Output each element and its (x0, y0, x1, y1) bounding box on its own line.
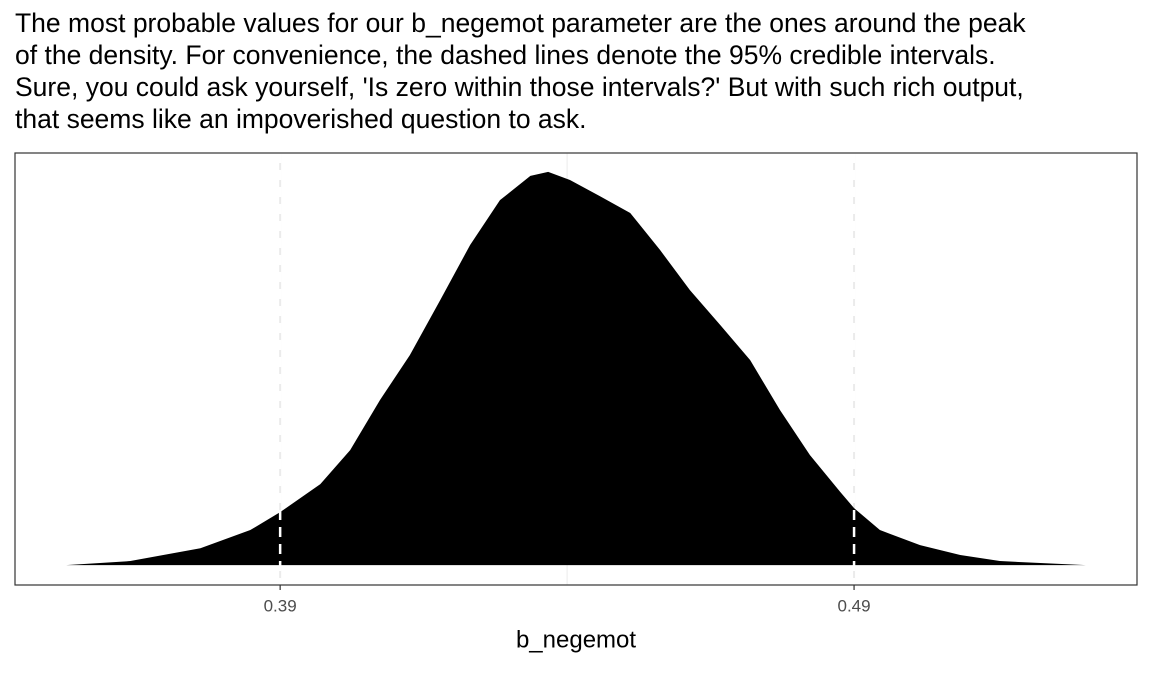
chart-title: of the density. For convenience, the das… (15, 40, 996, 70)
density-area (66, 171, 1086, 566)
chart-title: The most probable values for our b_negem… (15, 8, 1026, 38)
panel-border (14, 152, 1138, 586)
chart-title: Sure, you could ask yourself, 'Is zero w… (15, 72, 1024, 102)
x-tick-label: 0.49 (838, 596, 871, 615)
x-axis-label: b_negemot (516, 626, 636, 653)
x-tick-label: 0.39 (264, 596, 297, 615)
chart-title: that seems like an impoverished question… (15, 104, 587, 134)
